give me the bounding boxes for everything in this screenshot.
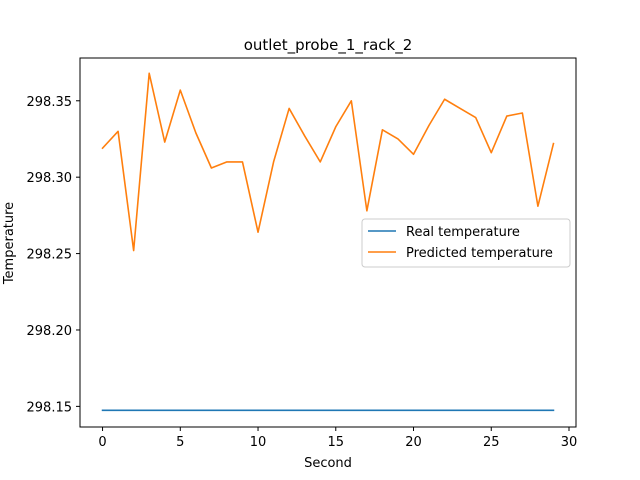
legend-label-predicted-temperature: Predicted temperature [406,246,553,261]
x-axis-label: Second [304,456,352,471]
x-tick-label: 30 [561,435,578,450]
y-tick-label: 298.35 [27,95,73,110]
legend-box [361,218,571,268]
x-tick-label: 20 [405,435,422,450]
legend-label-real-temperature: Real temperature [406,225,520,240]
x-tick-label: 25 [483,435,500,450]
y-tick-label: 298.20 [27,324,73,339]
x-tick-label: 10 [250,435,267,450]
plot-area: 0 5 10 15 20 25 30 298.15 298.20 298.25 298.30 298.… [27,57,578,450]
axes-frame [79,57,577,428]
x-tick-label: 0 [98,435,106,450]
y-tick-label: 298.15 [27,400,73,415]
legend: Real temperature Predicted temperature [361,218,571,268]
series-line-predicted-temperature [101,72,555,252]
y-tick-label: 298.25 [27,248,73,263]
y-tick-label: 298.30 [27,171,73,186]
chart-title: outlet_probe_1_rack_2 [244,36,413,55]
x-tick-label: 5 [176,435,184,450]
y-axis-label: Temperature [2,202,17,285]
x-tick-label: 15 [328,435,345,450]
